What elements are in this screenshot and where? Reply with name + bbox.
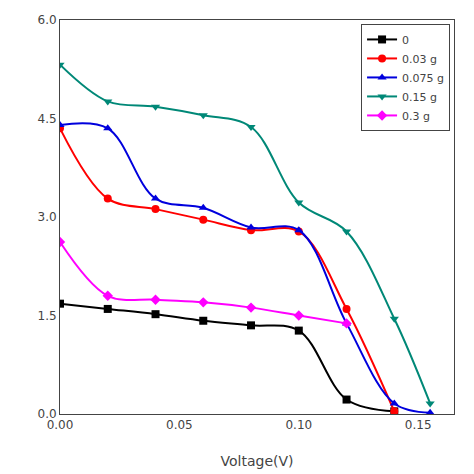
- svg-text:4.5: 4.5: [38, 112, 57, 126]
- svg-text:0.15: 0.15: [405, 418, 432, 432]
- svg-text:0.05: 0.05: [166, 418, 193, 432]
- svg-text:0.3 g: 0.3 g: [402, 110, 430, 123]
- svg-text:0: 0: [402, 34, 409, 47]
- svg-text:3.0: 3.0: [38, 210, 57, 224]
- svg-text:6.0: 6.0: [38, 13, 57, 27]
- svg-text:0.0: 0.0: [38, 407, 57, 421]
- svg-text:1.5: 1.5: [38, 309, 57, 323]
- svg-text:0.00: 0.00: [47, 418, 74, 432]
- svg-text:0.03 g: 0.03 g: [402, 53, 437, 66]
- svg-text:0.075 g: 0.075 g: [402, 72, 444, 85]
- svg-text:0.15 g: 0.15 g: [402, 91, 437, 104]
- svg-text:0.10: 0.10: [285, 418, 312, 432]
- svg-text:Voltage(V): Voltage(V): [220, 453, 293, 469]
